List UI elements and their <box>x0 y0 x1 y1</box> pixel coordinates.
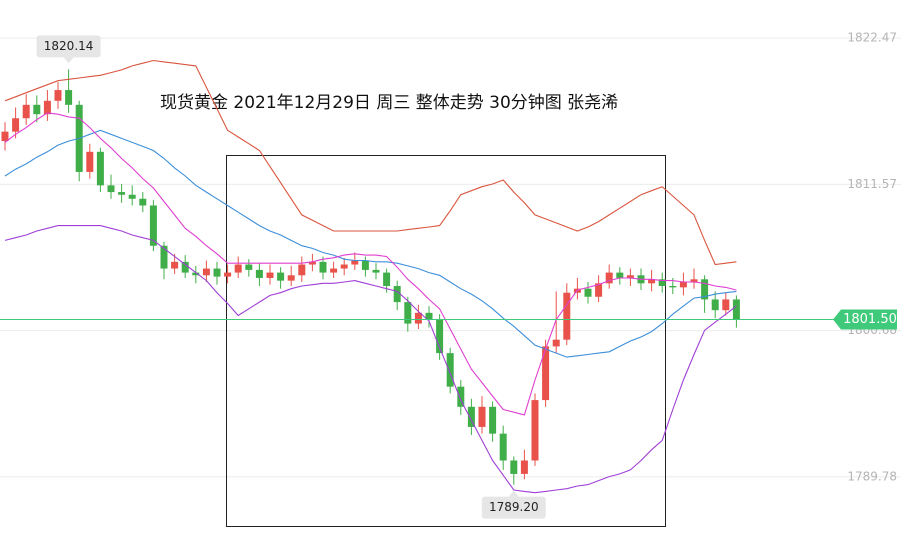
candle-body <box>1 131 9 142</box>
candle-body <box>478 406 486 427</box>
candle-body <box>149 205 157 246</box>
candle-body <box>372 269 380 273</box>
candle-body <box>669 286 677 288</box>
candle-body <box>245 264 253 270</box>
chart-title: 现货黄金 2021年12月29日 周三 整体走势 30分钟图 张尧浠 <box>160 93 618 113</box>
candle-body <box>65 90 73 105</box>
indicator-line <box>4 112 737 416</box>
candle-body <box>340 264 348 269</box>
low-label-box <box>481 496 546 519</box>
candle-body <box>393 286 401 303</box>
candle-body <box>679 281 687 288</box>
candle-body <box>457 386 465 407</box>
candle-body <box>658 279 666 287</box>
y-tick-label: 1789.78 <box>847 469 897 483</box>
candle-body <box>701 279 709 300</box>
candle-body <box>181 261 189 273</box>
candle-body <box>319 261 327 273</box>
highlight-box <box>226 155 666 527</box>
candle-body <box>213 268 221 277</box>
candle-body <box>542 346 550 401</box>
last-price-tag <box>833 309 897 330</box>
candle-body <box>510 460 518 474</box>
candle-body <box>308 261 316 265</box>
indicator-line <box>4 59 737 266</box>
candle-body <box>446 353 454 387</box>
candle-body <box>361 260 369 270</box>
candle-body <box>414 312 422 324</box>
candle-body <box>616 272 624 278</box>
candle-body <box>202 268 210 276</box>
high-label-box <box>36 35 101 58</box>
candle-body <box>404 302 412 324</box>
candle-body <box>234 264 242 273</box>
candle-body <box>54 90 62 101</box>
last-price-label: 1801.50 <box>843 312 897 327</box>
candle-body <box>584 288 592 297</box>
candle-body <box>171 261 179 269</box>
high-label: 1820.14 <box>44 39 94 53</box>
candle-body <box>224 272 232 277</box>
candle-body <box>595 283 603 297</box>
candle-body <box>118 192 126 195</box>
y-tick-label: 1822.47 <box>847 31 897 45</box>
candle-body <box>192 272 200 276</box>
candle-body <box>520 460 528 474</box>
candle-body <box>467 406 475 427</box>
candle-body <box>552 339 560 347</box>
candle-body <box>128 194 136 199</box>
candle-body <box>722 299 730 311</box>
candle-body <box>160 245 168 269</box>
candle-body <box>383 272 391 287</box>
candle-body <box>425 312 433 320</box>
candle-body <box>499 433 507 461</box>
candle-body <box>690 279 698 282</box>
candle-body <box>605 272 613 284</box>
candle-body <box>287 275 295 281</box>
candle-body <box>563 292 571 340</box>
candle-body <box>436 319 444 354</box>
candle-body <box>33 104 41 115</box>
candle-body <box>255 269 263 278</box>
indicator-line <box>4 129 737 358</box>
indicator-line <box>4 225 737 494</box>
candle-body <box>732 299 740 320</box>
candle-body <box>351 260 359 265</box>
y-tick-label: 1811.57 <box>847 177 897 191</box>
candle-body <box>86 151 94 172</box>
candle-body <box>711 299 719 311</box>
candle-body <box>277 272 285 281</box>
candle-body <box>139 198 147 206</box>
candle-body <box>107 185 115 193</box>
candle-body <box>626 275 634 278</box>
candle-body <box>648 279 656 284</box>
candle-body <box>96 151 104 186</box>
candle-body <box>330 268 338 273</box>
candle-body <box>531 400 539 461</box>
candle-body <box>266 272 274 278</box>
candle-body <box>43 100 51 115</box>
candle-body <box>12 118 20 132</box>
low-label-pointer <box>508 490 519 497</box>
high-label-pointer <box>63 57 74 64</box>
candle-body <box>489 406 497 434</box>
low-label: 1789.20 <box>489 500 539 514</box>
candle-body <box>298 264 306 276</box>
candle-body <box>22 104 30 119</box>
